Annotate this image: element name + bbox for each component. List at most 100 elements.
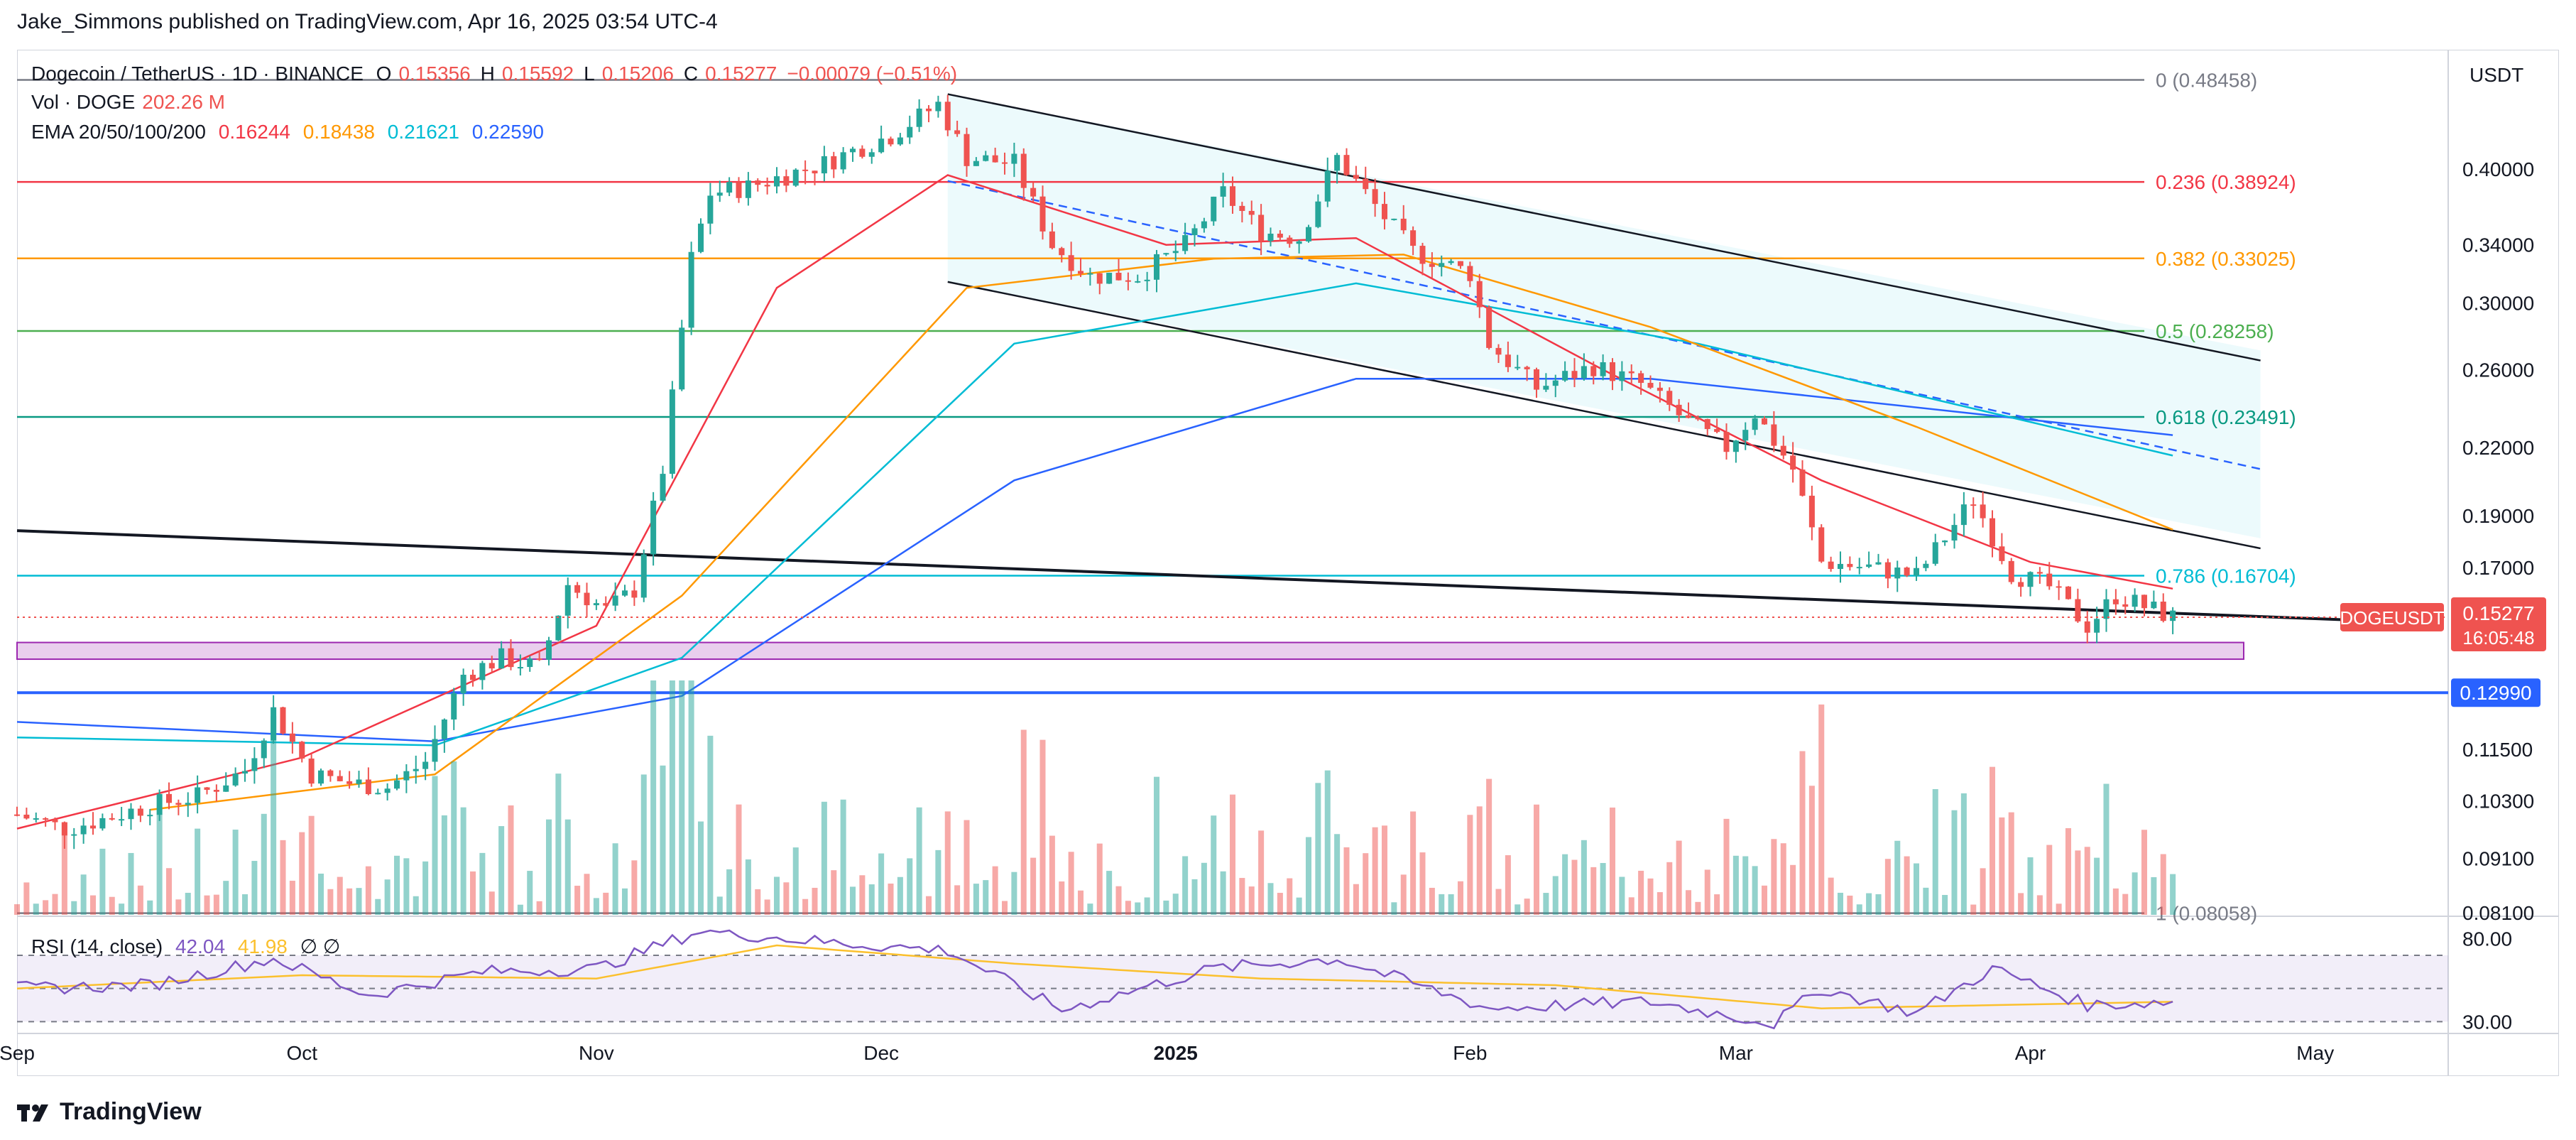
volume-bar bbox=[1211, 815, 1217, 915]
volume-bar bbox=[1970, 904, 1977, 915]
price-tick: 0.19000 bbox=[2462, 505, 2534, 527]
volume-bar bbox=[23, 882, 30, 915]
candle-body bbox=[1942, 540, 1948, 543]
channel-shade bbox=[947, 94, 2261, 538]
countdown-text: 16:05:48 bbox=[2462, 627, 2534, 648]
candle-body bbox=[802, 169, 809, 171]
support-badge bbox=[2451, 678, 2540, 707]
candle-body bbox=[1808, 495, 1815, 528]
time-tick: Apr bbox=[2015, 1042, 2046, 1064]
candle-body bbox=[707, 195, 714, 224]
candle-body bbox=[289, 733, 295, 742]
candle-body bbox=[716, 192, 723, 196]
volume-bar bbox=[1505, 855, 1511, 915]
ohlc-values: O 0.15356 H 0.15592 L 0.15206 C 0.15277 −0.00079… bbox=[376, 63, 958, 85]
volume-bar bbox=[1714, 894, 1720, 915]
volume-bar bbox=[1761, 885, 1768, 915]
candle-body bbox=[2075, 599, 2081, 621]
volume-bar bbox=[1695, 901, 1701, 915]
candle-body bbox=[2132, 595, 2138, 607]
volume-bar bbox=[280, 840, 286, 915]
volume-legend: Vol · DOGE 202.26 M bbox=[31, 91, 226, 113]
volume-bar bbox=[1638, 870, 1644, 915]
volume-bar bbox=[2094, 857, 2100, 915]
candle-body bbox=[1818, 527, 1825, 562]
time-tick: Feb bbox=[1453, 1042, 1487, 1064]
volume-bar bbox=[1334, 834, 1341, 915]
candle-body bbox=[1457, 261, 1464, 266]
candle-body bbox=[185, 803, 191, 805]
volume-bar bbox=[99, 848, 106, 915]
volume-bar bbox=[536, 901, 542, 915]
volume-bar bbox=[1068, 852, 1074, 915]
volume-bar bbox=[1609, 807, 1616, 915]
price-tick: 0.08100 bbox=[2462, 902, 2534, 924]
volume-bar bbox=[1780, 843, 1786, 915]
candle-body bbox=[508, 648, 514, 668]
volume-bar bbox=[545, 819, 552, 915]
symbol-badge bbox=[2340, 602, 2444, 631]
candle-body bbox=[1505, 354, 1511, 367]
candle-body bbox=[2036, 572, 2043, 574]
volume-bar bbox=[1799, 751, 1806, 915]
candle-body bbox=[1476, 281, 1483, 308]
volume-bar bbox=[878, 853, 885, 915]
volume-bar bbox=[1229, 794, 1236, 915]
volume-bar bbox=[603, 892, 609, 915]
candle-body bbox=[849, 148, 856, 153]
tradingview-logo[interactable]: TradingView bbox=[17, 1098, 202, 1126]
support-badge-text: 0.12990 bbox=[2460, 682, 2531, 704]
volume-bar bbox=[1011, 872, 1017, 915]
candle-body bbox=[1951, 525, 1958, 541]
candle-body bbox=[755, 180, 761, 185]
fib-label-0.382: 0.382 (0.33025) bbox=[2156, 248, 2296, 270]
candle-body bbox=[2018, 582, 2024, 587]
candle-body bbox=[1087, 273, 1093, 275]
volume-bar bbox=[1771, 839, 1777, 915]
volume-bar bbox=[1980, 868, 1986, 915]
candle-body bbox=[1552, 380, 1559, 386]
candle-body bbox=[1400, 218, 1407, 231]
volume-bar bbox=[1808, 786, 1815, 915]
candle-body bbox=[2084, 621, 2090, 633]
ohlc-legend: Dogecoin / TetherUS · 1D · BINANCE O 0.15… bbox=[31, 63, 971, 85]
support-zone bbox=[16, 641, 2244, 661]
volume-bar bbox=[432, 776, 438, 915]
candle-body bbox=[223, 785, 229, 792]
volume-bar bbox=[1096, 843, 1103, 915]
volume-bar bbox=[631, 860, 638, 915]
trendline-long-term bbox=[16, 529, 2344, 621]
candle-body bbox=[1448, 261, 1454, 264]
volume-bar bbox=[1467, 815, 1473, 915]
candle-body bbox=[384, 788, 391, 793]
time-tick: Oct bbox=[286, 1042, 317, 1064]
volume-bar bbox=[859, 875, 866, 915]
candle-body bbox=[1068, 255, 1074, 271]
volume-bar bbox=[251, 861, 258, 915]
candle-body bbox=[99, 818, 106, 829]
candle-body bbox=[1391, 218, 1397, 220]
volume-bar bbox=[137, 885, 143, 915]
candle-body bbox=[327, 770, 334, 776]
candle-body bbox=[1752, 418, 1758, 430]
volume-bar bbox=[89, 895, 97, 915]
candle-body bbox=[679, 327, 685, 390]
last-price-badge bbox=[2451, 597, 2546, 651]
volume-bar bbox=[1999, 817, 2005, 915]
candle-body bbox=[1030, 188, 1037, 197]
candle-body bbox=[660, 474, 666, 501]
volume-bar bbox=[1913, 863, 1920, 915]
candle-body bbox=[1685, 415, 1692, 418]
candle-body bbox=[2103, 599, 2110, 619]
volume-bar bbox=[888, 883, 894, 915]
volume-bar bbox=[508, 805, 514, 915]
volume-bar bbox=[802, 899, 809, 915]
candle-body bbox=[2065, 586, 2072, 599]
candle-body bbox=[413, 769, 419, 771]
candle-body bbox=[1267, 233, 1274, 241]
candle-body bbox=[89, 825, 97, 829]
candle-body bbox=[935, 102, 942, 112]
volume-bar bbox=[128, 852, 134, 915]
candle-body bbox=[736, 182, 742, 198]
